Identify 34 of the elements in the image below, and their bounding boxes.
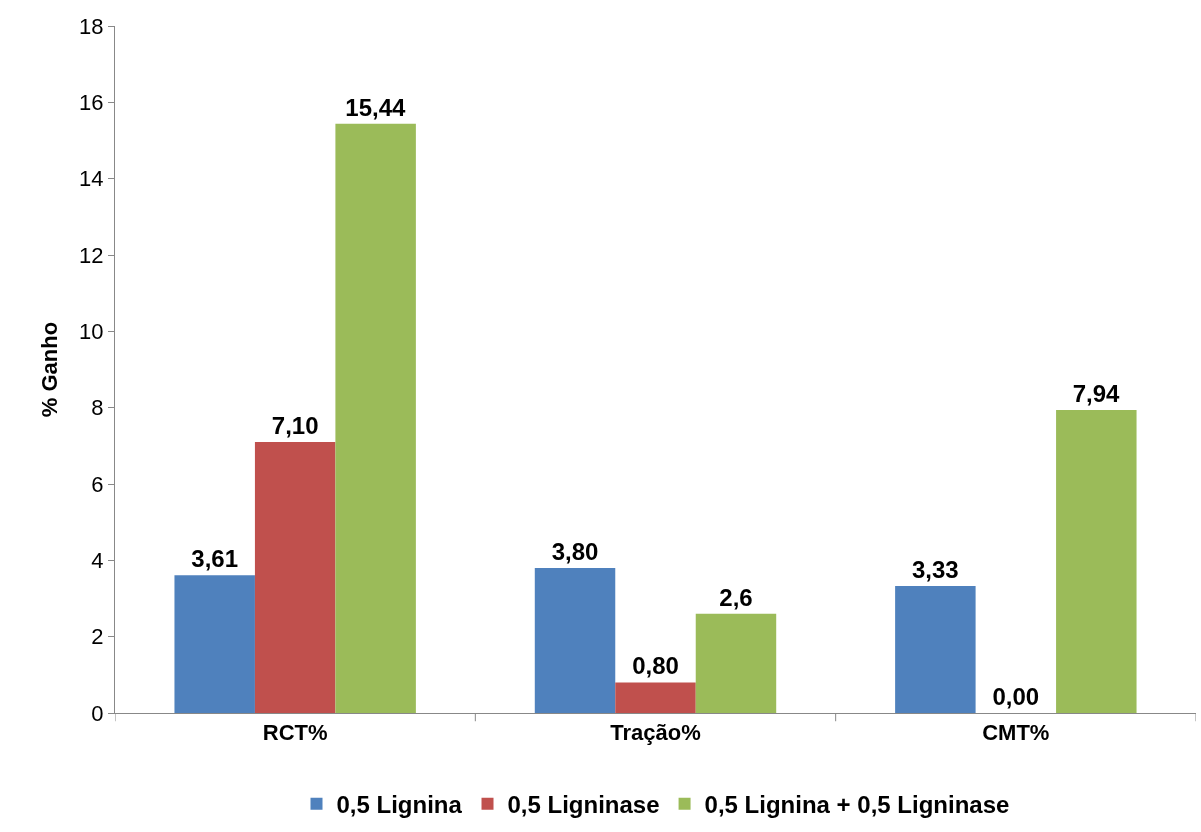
data-label: 2,6 [719,583,753,611]
data-label: 3,33 [912,555,959,583]
y-tick-label: 12 [79,242,104,268]
data-label: 3,61 [191,545,239,573]
y-tick-label: 2 [91,624,104,650]
bar [534,567,616,713]
bar [895,585,976,713]
y-tick-label: 8 [91,395,104,421]
data-label: 0,80 [632,652,679,680]
y-tick-label: 0 [91,700,104,726]
data-label: 3,80 [551,537,599,565]
y-tick-label: 4 [91,548,104,574]
data-label: 7,94 [1072,379,1120,407]
x-tick-label: Tração% [610,720,701,746]
x-tick-label: RCT% [262,720,328,746]
x-tick-label: CMT% [982,720,1050,746]
y-tick-label: 10 [79,319,104,345]
y-tick-label: 18 [79,13,104,39]
data-label: 15,44 [345,93,406,121]
legend-label: 0,5 Lignina + 0,5 Ligninase [704,791,1010,819]
bar [1056,409,1137,713]
y-tick-label: 6 [91,471,104,497]
bar [174,575,255,713]
bar [254,442,336,713]
bar [695,613,777,713]
bar [615,682,696,713]
data-label: 0,00 [992,683,1040,710]
y-tick-label: 16 [79,90,104,116]
legend-label: 0,5 Lignina [336,791,463,819]
legend-label: 0,5 Ligninase [507,791,660,819]
y-tick-label: 14 [79,166,104,192]
data-label: 7,10 [271,412,319,440]
y-axis-title: % Ganho [36,321,62,418]
bar [335,123,416,713]
